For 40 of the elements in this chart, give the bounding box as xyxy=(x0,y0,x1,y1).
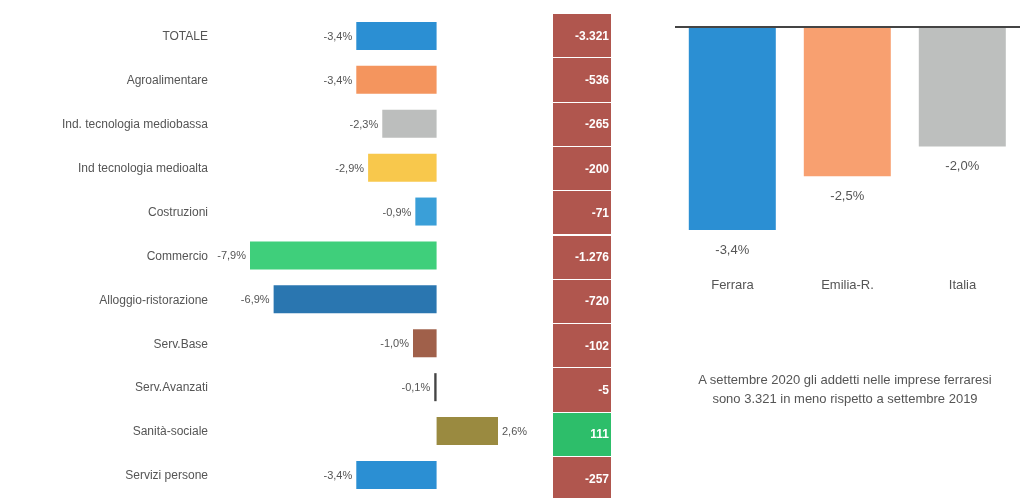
y-tick-label: Sanità-sociale xyxy=(132,424,209,439)
text: -200 xyxy=(584,161,609,176)
data-label: -2,0% xyxy=(945,158,980,174)
text: -536 xyxy=(584,72,609,87)
data-label: -2,5% xyxy=(830,188,865,204)
y-tick-label: Serv.Base xyxy=(153,336,209,351)
text: -3.321 xyxy=(574,28,609,43)
y-tick-label: Ind tecnologia medioalta xyxy=(77,160,209,175)
data-label: -1,0% xyxy=(380,337,410,350)
x-tick-label: Italia xyxy=(948,277,977,293)
y-tick-label: Alloggio-ristorazione xyxy=(99,292,209,307)
text: -257 xyxy=(584,471,609,486)
data-label: -2,9% xyxy=(335,161,365,174)
data-label: -3,4% xyxy=(323,73,353,86)
text: -265 xyxy=(584,117,609,132)
text: -71 xyxy=(591,205,609,220)
data-label: 2,6% xyxy=(502,425,528,438)
y-tick-label: TOTALE xyxy=(162,29,208,44)
text: -1.276 xyxy=(574,250,609,265)
text: -720 xyxy=(584,294,609,309)
data-label: -0,1% xyxy=(401,381,431,394)
y-tick-label: Agroalimentare xyxy=(126,73,209,88)
data-label: -6,9% xyxy=(240,293,270,306)
data-label: -3,4% xyxy=(715,242,750,257)
data-label: -7,9% xyxy=(217,249,247,262)
y-tick-label: Servizi persone xyxy=(125,468,209,483)
data-label: -3,4% xyxy=(323,468,353,481)
y-tick-label: Commercio xyxy=(146,248,209,263)
text: A settembre 2020 gli addetti nelle imprese ferraresi sono 3.321 in meno rispetto a settembre 2019 xyxy=(697,371,993,408)
y-tick-label: Serv.Avanzati xyxy=(135,380,208,395)
text: 111 xyxy=(590,427,609,442)
y-tick-label: Costruzioni xyxy=(147,204,208,219)
y-tick-label: Ind. tecnologia mediobassa xyxy=(61,117,209,132)
data-label: -2,3% xyxy=(349,117,379,130)
text: -102 xyxy=(584,338,609,353)
x-tick-label: Ferrara xyxy=(711,277,755,293)
text: -5 xyxy=(598,383,609,398)
data-label: -3,4% xyxy=(323,29,353,42)
data-label: -0,9% xyxy=(382,205,412,218)
x-tick-label: Emilia-R. xyxy=(821,277,874,293)
